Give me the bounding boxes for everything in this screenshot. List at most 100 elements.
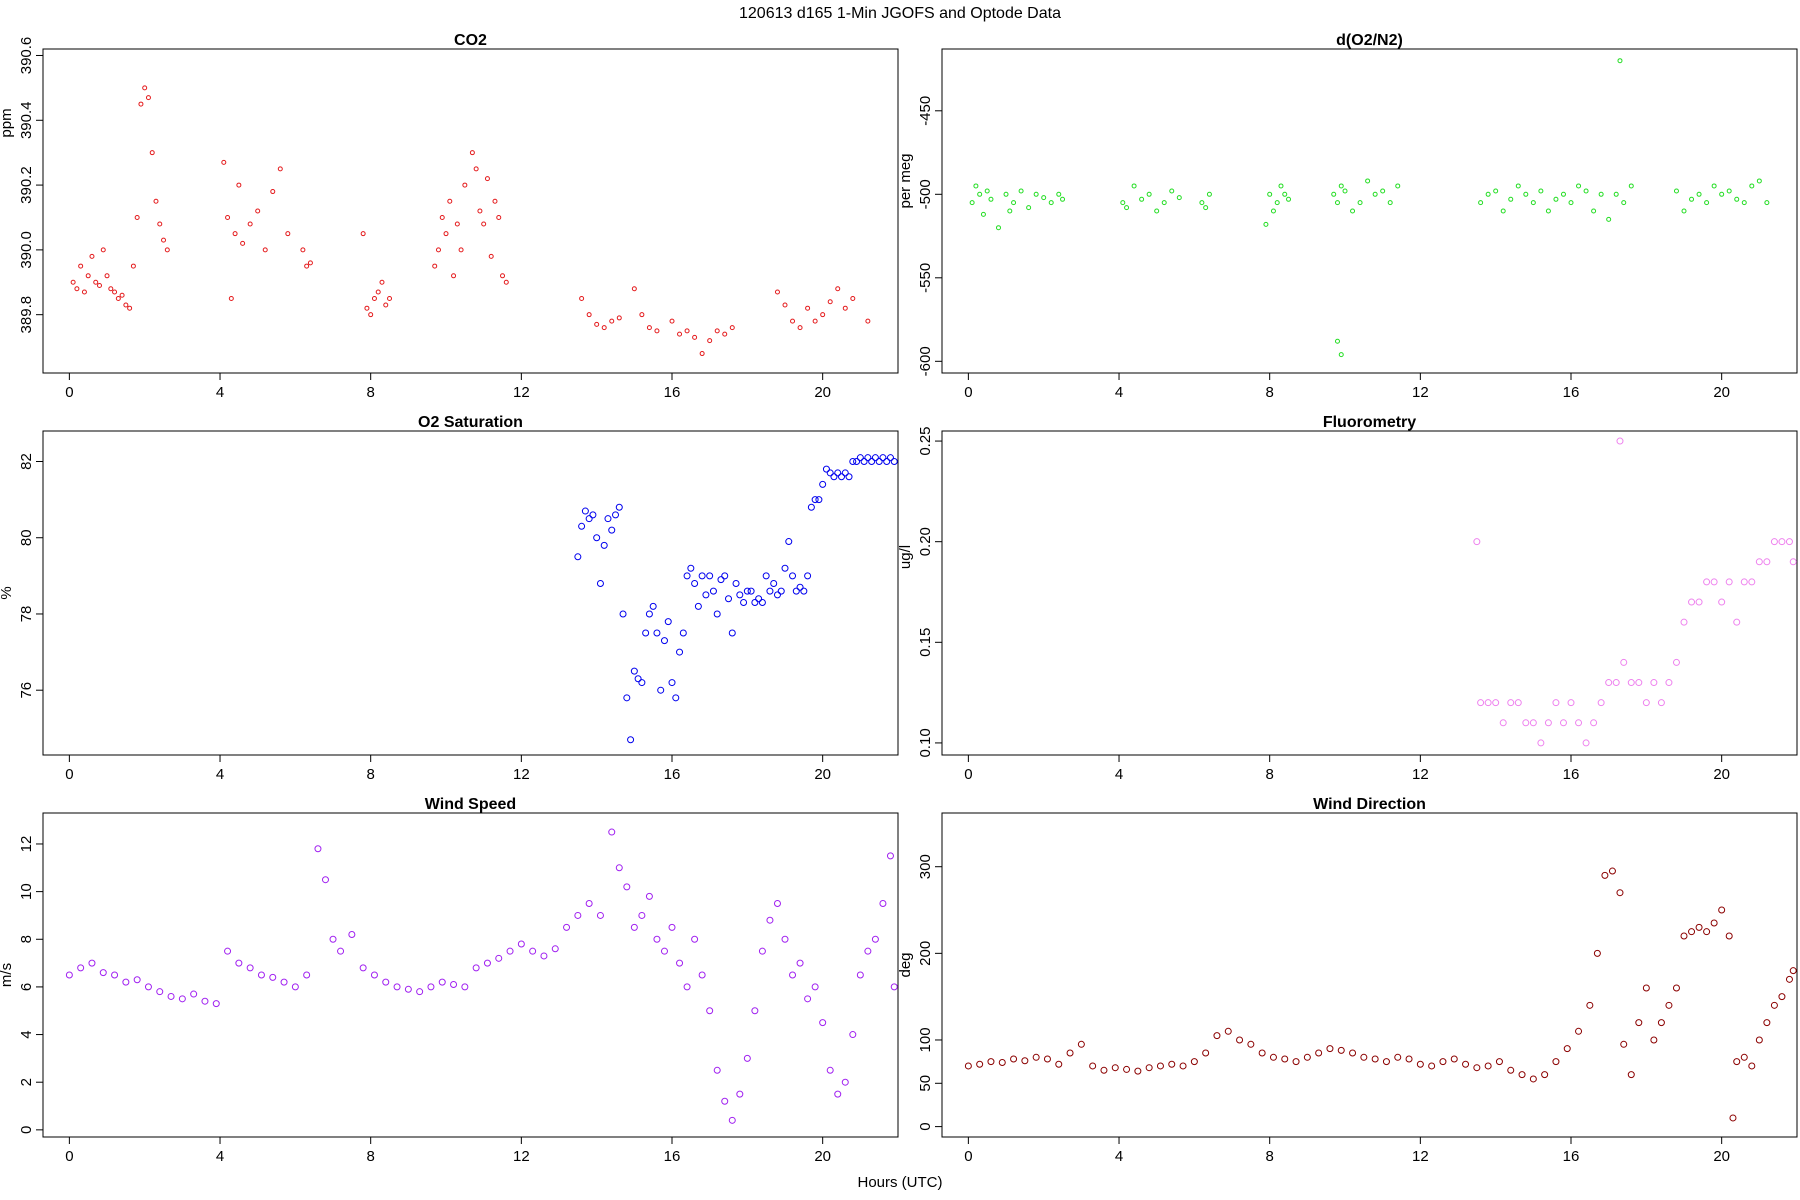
o2-saturation-data-point — [755, 595, 763, 603]
co2-data-point — [81, 289, 87, 295]
co2-x-tick-label: 4 — [216, 384, 224, 401]
o2-n2-x-tick-label: 20 — [1713, 384, 1730, 401]
wind-direction-data-point — [1552, 1058, 1560, 1066]
co2-data-point — [790, 318, 796, 324]
o2-n2-data-point — [1018, 188, 1024, 194]
co2-data-point — [307, 260, 313, 266]
wind-direction-data-point — [1789, 967, 1797, 975]
co2-data-point — [78, 263, 84, 269]
fluorometry-data-point — [1477, 699, 1485, 707]
o2-n2-data-point — [1741, 200, 1747, 206]
fluorometry-data-point — [1522, 719, 1530, 727]
panel-co2: CO2 0 4 8 12 16 20 389.8 390.0 390.2 390.4 390.6 ppm — [0, 32, 899, 401]
co2-data-point — [447, 198, 453, 204]
fluorometry-y-axis-label: ug/l — [897, 545, 914, 569]
wind-speed-data-point — [596, 911, 604, 919]
wind-direction-data-point — [1292, 1058, 1300, 1066]
co2-data-point — [379, 279, 385, 285]
co2-x-tick-label: 20 — [814, 384, 831, 401]
o2-n2-data-point — [1056, 191, 1062, 197]
o2-n2-data-point — [1041, 195, 1047, 201]
wind-speed-points — [65, 828, 898, 1124]
o2-saturation-data-point — [596, 579, 604, 587]
wind-speed-data-point — [122, 978, 130, 986]
o2-n2-x-tick-label: 4 — [1115, 384, 1123, 401]
fluorometry-data-point — [1484, 699, 1492, 707]
o2-saturation-data-point — [672, 694, 680, 702]
wind-direction-data-point — [1247, 1040, 1255, 1048]
wind-direction-data-point — [1269, 1053, 1277, 1061]
wind-speed-data-point — [450, 981, 458, 989]
wind-speed-data-point — [133, 976, 141, 984]
co2-data-point — [371, 295, 377, 301]
fluorometry-data-point — [1575, 719, 1583, 727]
fluorometry-data-point — [1672, 658, 1680, 666]
co2-data-point — [364, 305, 370, 311]
o2-saturation-data-point — [822, 465, 830, 473]
wind-speed-data-point — [291, 983, 299, 991]
co2-data-point — [454, 221, 460, 227]
o2-saturation-data-point — [615, 503, 623, 511]
co2-data-point — [594, 321, 600, 327]
fluorometry-x-tick-label: 16 — [1563, 766, 1580, 783]
co2-y-tick-label: 389.8 — [18, 296, 35, 334]
wind-direction-data-point — [1462, 1060, 1470, 1068]
wind-direction-data-point — [1785, 975, 1793, 983]
co2-data-point — [500, 273, 506, 279]
co2-data-point — [797, 325, 803, 331]
o2-n2-data-point — [1673, 188, 1679, 194]
co2-data-point — [458, 247, 464, 253]
co2-x-tick-label: 12 — [513, 384, 530, 401]
co2-x-tick-label: 0 — [65, 384, 73, 401]
o2-n2-data-point — [1274, 200, 1280, 206]
co2-title: CO2 — [454, 32, 487, 49]
co2-data-point — [89, 253, 95, 259]
o2-saturation-data-point — [890, 457, 898, 465]
wind-speed-data-point — [472, 964, 480, 972]
fluorometry-points — [1473, 437, 1797, 747]
wind-direction-data-point — [1529, 1075, 1537, 1083]
wind-direction-data-point — [1168, 1060, 1176, 1068]
wind-speed-data-point — [178, 995, 186, 1003]
o2-saturation-data-point — [886, 454, 894, 462]
fluorometry-data-point — [1559, 719, 1567, 727]
wind-direction-data-point — [1586, 1001, 1594, 1009]
o2-n2-data-point — [1568, 200, 1574, 206]
fluorometry-data-point — [1703, 578, 1711, 586]
wind-direction-title: Wind Direction — [1313, 796, 1426, 813]
o2-saturation-data-point — [849, 457, 857, 465]
o2-saturation-data-point — [698, 572, 706, 580]
wind-speed-data-point — [615, 864, 623, 872]
wind-direction-data-point — [1349, 1049, 1357, 1057]
o2-saturation-data-point — [747, 587, 755, 595]
co2-data-point — [481, 221, 487, 227]
co2-data-point — [270, 189, 276, 195]
o2-n2-data-point — [1387, 200, 1393, 206]
o2-n2-plot-frame — [941, 48, 1798, 374]
wind-direction-data-point — [1593, 949, 1601, 957]
fluorometry-data-point — [1635, 679, 1643, 687]
wind-speed-data-point — [427, 983, 435, 991]
wind-direction-data-point — [1575, 1027, 1583, 1035]
fluorometry-data-point — [1688, 598, 1696, 606]
fluorometry-data-point — [1620, 658, 1628, 666]
wind-speed-data-point — [257, 971, 265, 979]
wind-speed-data-point — [751, 1007, 759, 1015]
o2-saturation-data-point — [826, 469, 834, 477]
panel-o2-n2: d(O2/N2) 0 4 8 12 16 20 -600 -550 -500 -450 per meg — [897, 32, 1798, 401]
wind-speed-data-point — [773, 900, 781, 908]
wind-speed-data-point — [416, 988, 424, 996]
wind-speed-data-point — [314, 845, 322, 853]
co2-data-point — [805, 305, 811, 311]
wind-direction-data-point — [1202, 1049, 1210, 1057]
wind-speed-data-point — [698, 971, 706, 979]
wind-speed-data-point — [438, 978, 446, 986]
o2-n2-data-point — [1206, 191, 1212, 197]
wind-speed-data-point — [393, 983, 401, 991]
wind-direction-data-point — [1484, 1062, 1492, 1070]
o2-n2-data-point — [1176, 195, 1182, 201]
wind-direction-data-point — [1718, 906, 1726, 914]
co2-data-point — [161, 237, 167, 243]
wind-speed-data-point — [819, 1019, 827, 1027]
co2-x-tick-label: 16 — [664, 384, 681, 401]
